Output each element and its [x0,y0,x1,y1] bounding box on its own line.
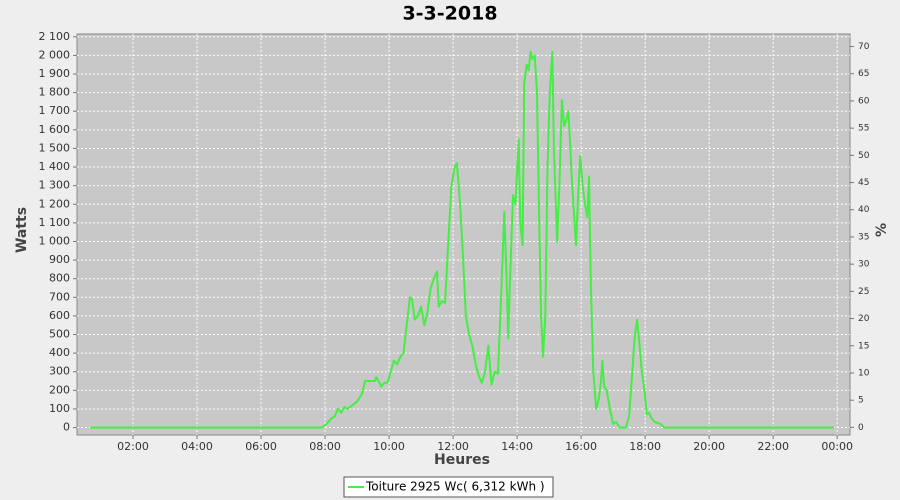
x-tick-label: 04:00 [181,440,213,453]
y-axis-label: Watts [14,207,30,253]
y2-tick-label: 15 [858,341,869,351]
chart-title: 3-3-2018 [402,3,497,25]
y2-tick-label: 70 [858,42,870,52]
x-tick-label: 06:00 [245,440,277,453]
y-tick-label: 2 000 [39,48,71,61]
y2-tick-label: 40 [858,205,870,215]
y-tick-label: 100 [49,402,70,415]
y-tick-label: 1 700 [39,104,71,117]
series-line [90,50,834,429]
grid [77,34,850,435]
y-tick-label: 800 [49,272,70,285]
y-tick-label: 2 100 [39,30,71,43]
y2-tick-label: 10 [858,368,870,378]
y-tick-label: 1 800 [39,86,71,99]
y-tick-label: 1 000 [39,234,71,247]
y2-tick-label: 35 [858,232,869,242]
y2-axis-label: % [874,223,890,237]
y-tick-label: 1 900 [39,67,71,80]
x-tick-label: 20:00 [693,440,725,453]
y-tick-label: 200 [49,383,70,396]
x-tick-label: 02:00 [117,440,149,453]
y-tick-label: 1 500 [39,141,71,154]
x-axis-label: Heures [434,452,490,468]
plot-area [76,33,851,436]
x-tick-label: 00:00 [821,440,853,453]
y-tick-label: 700 [49,290,70,303]
y-tick-label: 1 600 [39,123,71,136]
x-tick-label: 22:00 [757,440,789,453]
y2-tick-label: 30 [858,260,870,270]
y-tick-label: 1 100 [39,216,71,229]
x-tick-label: 16:00 [565,440,597,453]
x-tick-label: 12:00 [437,440,469,453]
y-tick-label: 1 200 [39,197,71,210]
y-tick-label: 300 [49,365,70,378]
y-tick-label: 600 [49,309,70,322]
y2-tick-label: 20 [858,314,870,324]
y2-tick-label: 45 [858,178,869,188]
legend-label: Toiture 2925 Wc( 6,312 kWh ) [365,480,545,494]
y2-tick-label: 60 [858,96,870,106]
y2-tick-label: 25 [858,287,869,297]
y2-tick-label: 50 [858,151,870,161]
x-tick-label: 08:00 [309,440,341,453]
y-tick-label: 0 [63,421,70,434]
y-tick-label: 1 300 [39,179,71,192]
y2-tick-label: 0 [858,423,864,433]
y2-tick-label: 5 [858,396,864,406]
y-tick-label: 1 400 [39,160,71,173]
y-tick-label: 400 [49,346,70,359]
x-tick-label: 14:00 [501,440,533,453]
legend [343,476,554,498]
series-layer [90,50,834,429]
y-tick-label: 500 [49,328,70,341]
x-tick-label: 18:00 [629,440,661,453]
y2-tick-label: 65 [858,69,869,79]
y2-tick-label: 55 [858,124,869,134]
x-tick-label: 10:00 [373,440,405,453]
y-tick-label: 900 [49,253,70,266]
